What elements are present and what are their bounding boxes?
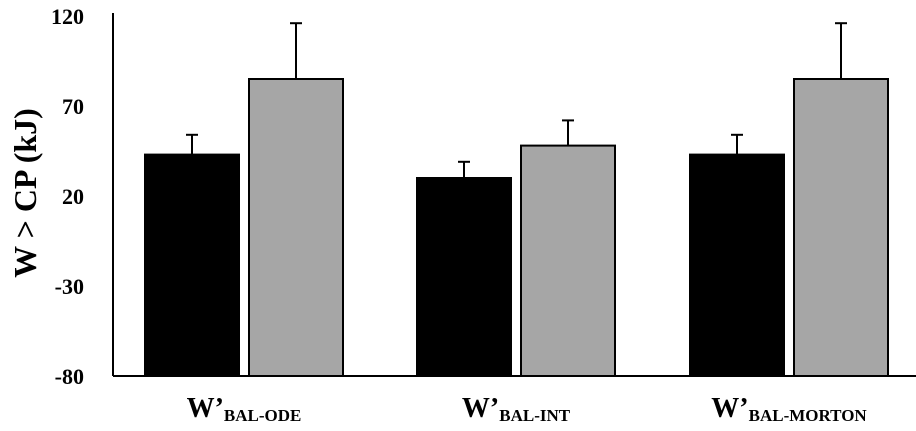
error-bars bbox=[186, 22, 847, 178]
bar-series1-bal-int bbox=[416, 177, 512, 377]
x-tick-label-subscript: BAL-ODE bbox=[224, 406, 301, 425]
bar-series2-bal-ode bbox=[248, 78, 344, 377]
x-tick-label-main: W’ bbox=[711, 393, 748, 424]
bar-series2-bal-int bbox=[520, 144, 616, 377]
x-tick-label-main: W’ bbox=[462, 393, 499, 424]
bars bbox=[144, 78, 889, 377]
bar-series1-bal-ode bbox=[144, 153, 240, 377]
x-tick-label: W’BAL-INT bbox=[462, 393, 571, 425]
y-tick-label: -30 bbox=[55, 274, 84, 299]
x-tick-label-subscript: BAL-INT bbox=[499, 406, 571, 425]
x-tick-label-main: W’ bbox=[187, 393, 224, 424]
x-tick-label: W’BAL-MORTON bbox=[711, 393, 867, 425]
x-tick-label-subscript: BAL-MORTON bbox=[749, 406, 868, 425]
y-tick-label: 20 bbox=[62, 184, 84, 209]
y-tick-label: 120 bbox=[51, 4, 84, 29]
x-tick-label: W’BAL-ODE bbox=[187, 393, 302, 425]
y-tick-label: 70 bbox=[62, 94, 84, 119]
y-axis-label: W > CP (kJ) bbox=[7, 108, 43, 278]
bar-series1-bal-morton bbox=[689, 153, 785, 377]
x-tick-labels: W’BAL-ODE W’BAL-INT W’BAL-MORTON bbox=[187, 393, 868, 425]
y-tick-labels: 120 70 20 -30 -80 bbox=[51, 4, 84, 389]
y-tick-label: -80 bbox=[55, 364, 84, 389]
bar-series2-bal-morton bbox=[793, 78, 889, 377]
